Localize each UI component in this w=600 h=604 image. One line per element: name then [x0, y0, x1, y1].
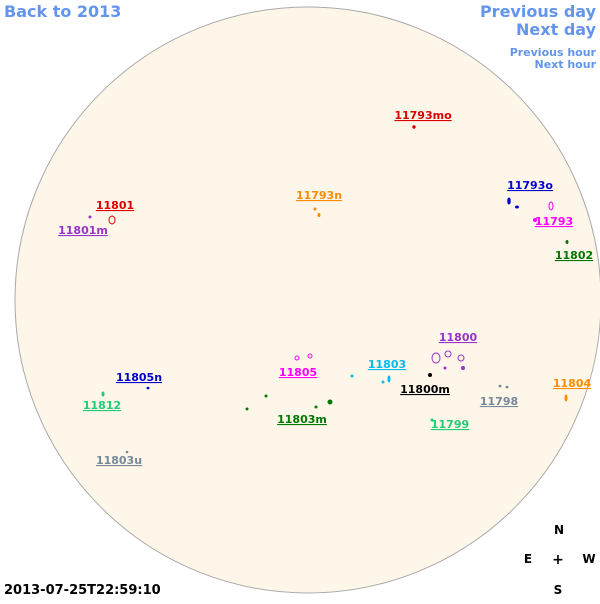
region-label[interactable]: 11801m [58, 224, 108, 237]
region-marker [431, 352, 441, 364]
region-marker [264, 394, 268, 398]
region-marker [327, 399, 333, 405]
region-label[interactable]: 11802 [555, 249, 593, 262]
region-marker [317, 213, 321, 217]
region-label[interactable]: 11793n [296, 189, 342, 202]
compass-w: W [582, 552, 595, 566]
region-label[interactable]: 11805 [279, 366, 317, 379]
region-marker [428, 373, 432, 377]
region-label[interactable]: 11800m [400, 383, 450, 396]
region-marker [146, 386, 150, 390]
previous-day-link[interactable]: Previous day [480, 2, 597, 21]
solar-disk [14, 6, 600, 594]
back-link[interactable]: Back to 2013 [4, 2, 121, 21]
region-marker [101, 391, 105, 397]
compass-s: S [554, 583, 563, 597]
region-marker [307, 353, 313, 359]
region-label[interactable]: 11793 [535, 215, 573, 228]
region-label[interactable]: 11800 [439, 331, 478, 344]
region-marker [498, 384, 502, 388]
timestamp: 2013-07-25T22:59:10 [4, 583, 161, 598]
region-label[interactable]: 11803u [96, 454, 142, 467]
region-label[interactable]: 11799 [431, 418, 469, 431]
region-marker [533, 218, 537, 222]
region-marker [381, 380, 385, 384]
region-marker [443, 366, 447, 370]
region-marker [350, 374, 354, 378]
region-label[interactable]: 11803m [277, 413, 327, 426]
region-label[interactable]: 11804 [553, 377, 592, 390]
region-marker [515, 205, 519, 209]
region-marker [412, 125, 416, 129]
region-marker [444, 350, 452, 358]
region-label[interactable]: 11793mo [394, 109, 452, 122]
region-marker [457, 354, 465, 362]
region-marker [507, 197, 511, 205]
region-label[interactable]: 11805n [116, 371, 162, 384]
region-label[interactable]: 11798 [480, 395, 518, 408]
region-marker [88, 215, 92, 219]
region-marker [125, 450, 129, 454]
region-marker [430, 418, 434, 422]
region-marker [294, 355, 300, 361]
region-marker [548, 201, 554, 211]
compass-e: E [524, 552, 532, 566]
next-hour-link[interactable]: Next hour [535, 58, 597, 71]
region-marker [314, 405, 318, 409]
region-marker [387, 375, 391, 383]
region-marker [565, 240, 569, 244]
region-marker [461, 366, 465, 370]
region-label[interactable]: 11812 [83, 399, 121, 412]
region-marker [313, 207, 317, 211]
compass-center: + [552, 552, 564, 568]
region-label[interactable]: 11793o [507, 179, 553, 192]
previous-hour-link[interactable]: Previous hour [510, 46, 597, 59]
region-marker [564, 394, 568, 402]
region-marker [245, 407, 249, 411]
region-label[interactable]: 11803 [368, 358, 406, 371]
region-marker [505, 385, 509, 389]
next-day-link[interactable]: Next day [516, 20, 597, 39]
compass-n: N [554, 523, 564, 537]
region-marker [108, 215, 116, 225]
region-label[interactable]: 11801 [96, 199, 134, 212]
